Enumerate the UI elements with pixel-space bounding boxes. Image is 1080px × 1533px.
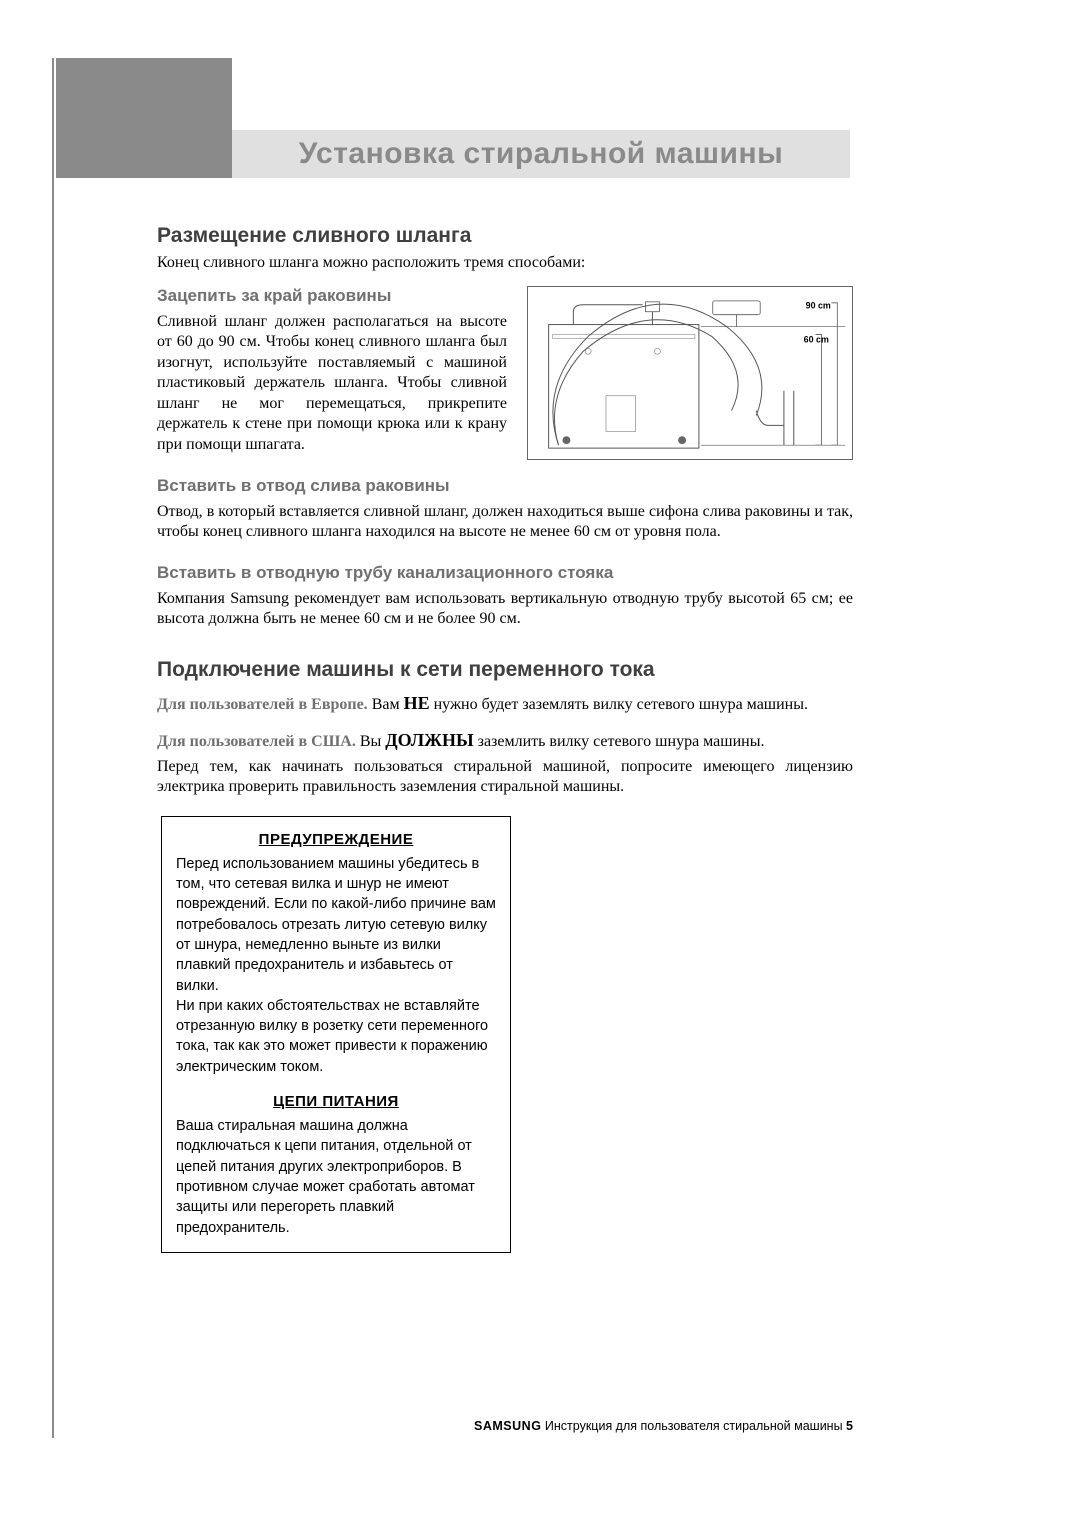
europe-line: Для пользователей в Европе. Вам НЕ нужно… [157, 692, 853, 715]
footer-brand: SAMSUNG [474, 1419, 541, 1433]
diagram-svg: 90 cm 60 cm [528, 287, 852, 459]
section-intro: Конец сливного шланга можно расположить … [157, 254, 853, 272]
warning-title: ЦЕПИ ПИТАНИЯ [176, 1093, 496, 1110]
subsection-title: Вставить в отводную трубу канализационно… [157, 563, 853, 583]
usa-line: Для пользователей в США. Вы ДОЛЖНЫ зазем… [157, 729, 853, 752]
subsection-title: Вставить в отвод слива раковины [157, 476, 853, 496]
subsection-body: Отвод, в который вставляется сливной шла… [157, 502, 853, 543]
page-border-left [52, 58, 54, 1438]
text-fragment: нужно будет заземлять вилку сетевого шну… [430, 696, 808, 713]
subsection-body: Сливной шланг должен располагаться на вы… [157, 312, 507, 455]
page-number: 5 [846, 1419, 853, 1433]
page-title: Установка стиральной машины [299, 137, 783, 171]
warning-box: ПРЕДУПРЕЖДЕНИЕ Перед использованием маши… [161, 816, 511, 1253]
text-fragment: заземлить вилку сетевого шнура машины. [474, 733, 765, 750]
title-bar: Установка стиральной машины [232, 130, 850, 178]
europe-label: Для пользователей в Европе. [157, 696, 368, 713]
section-heading: Размещение сливного шланга [157, 224, 853, 248]
usa-label: Для пользователей в США. [157, 733, 356, 750]
grounding-body: Перед тем, как начинать пользоваться сти… [157, 757, 853, 798]
neg-emph: НЕ [404, 693, 430, 713]
diagram-label-60: 60 cm [804, 334, 829, 344]
subsection: Вставить в отводную трубу канализационно… [157, 563, 853, 630]
warning-title: ПРЕДУПРЕЖДЕНИЕ [176, 831, 496, 848]
warning-text: Ваша стиральная машина должна подключать… [176, 1116, 496, 1238]
section-heading: Подключение машины к сети переменного то… [157, 658, 853, 682]
subsection-text: Зацепить за край раковины Сливной шланг … [157, 286, 507, 460]
page-footer: SAMSUNG Инструкция для пользователя стир… [157, 1419, 853, 1433]
diagram-label-90: 90 cm [806, 301, 831, 311]
text-fragment: Вы [356, 733, 385, 750]
subsection-row: Зацепить за край раковины Сливной шланг … [157, 286, 853, 460]
side-tab [56, 58, 232, 178]
text-fragment: Вам [368, 696, 404, 713]
must-emph: ДОЛЖНЫ [385, 730, 473, 750]
subsection-body: Компания Samsung рекомендует вам использ… [157, 589, 853, 630]
hose-diagram: 90 cm 60 cm [527, 286, 853, 460]
warning-text: Перед использованием машины убедитесь в … [176, 854, 496, 1077]
subsection-title: Зацепить за край раковины [157, 286, 507, 306]
content-area: Размещение сливного шланга Конец сливног… [157, 224, 853, 1253]
footer-text: Инструкция для пользователя стиральной м… [541, 1419, 846, 1433]
subsection: Вставить в отвод слива раковины Отвод, в… [157, 476, 853, 543]
